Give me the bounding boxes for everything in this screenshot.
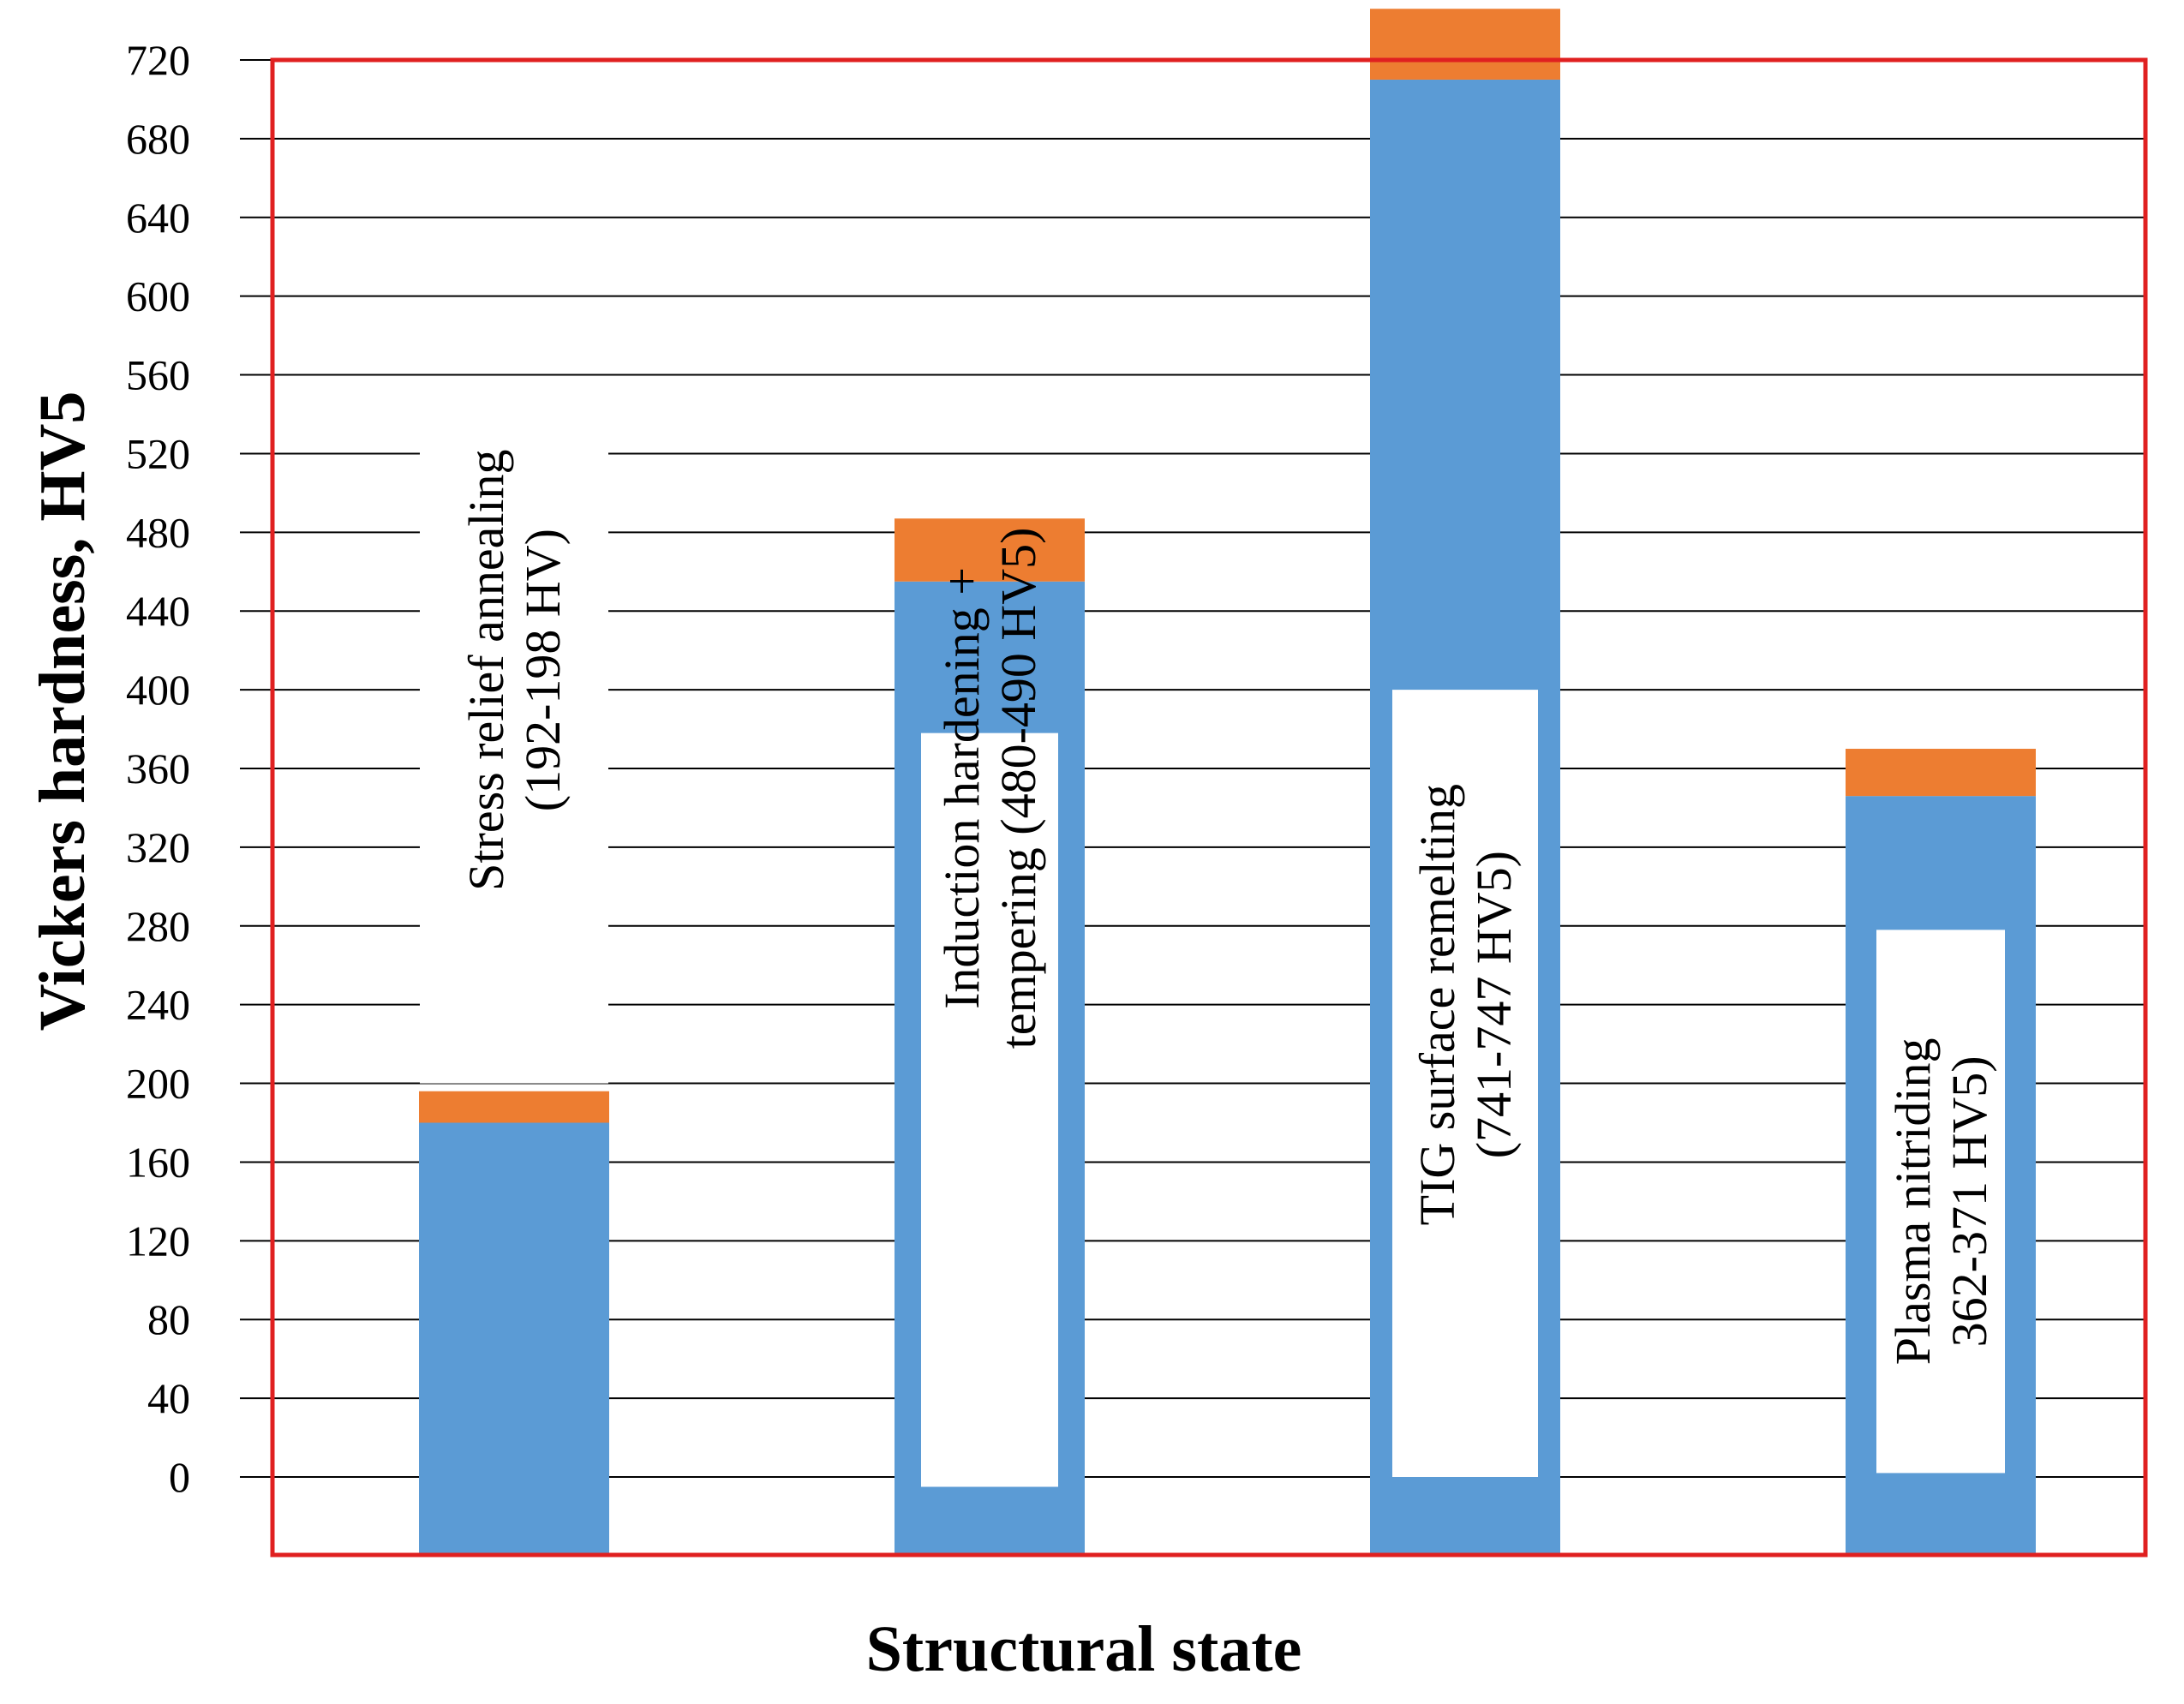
x-axis-title: Structural state: [866, 1613, 1302, 1685]
bar-category-label: Stress relief annealing(192-198 HV): [458, 449, 571, 890]
y-tick-label: 40: [147, 1374, 190, 1422]
y-axis-title: Vickers hardness, HV5: [27, 392, 99, 1031]
bar-label-boxes: [420, 433, 2005, 1487]
y-tick-label: 560: [126, 351, 190, 399]
bar-category-label: Induction hardening +tempering (480-490 …: [934, 528, 1046, 1049]
y-tick-labels: 0 40 80 120 160 200 240 280 320 360 400 440 480 520 56…: [126, 36, 190, 1501]
bar-segment-top: [1370, 9, 1560, 80]
y-tick-label: 440: [126, 587, 190, 635]
y-tick-label: 0: [169, 1453, 190, 1501]
y-tick-label: 600: [126, 272, 190, 320]
bar-segment-top: [419, 1091, 609, 1123]
y-tick-label: 520: [126, 429, 190, 477]
y-tick-label: 240: [126, 981, 190, 1029]
y-tick-label: 80: [147, 1295, 190, 1343]
y-tick-label: 680: [126, 115, 190, 163]
y-tick-label: 400: [126, 666, 190, 714]
bar-segment-top: [895, 518, 1085, 582]
bar-segment-top: [1846, 749, 2036, 797]
y-tick-label: 280: [126, 902, 190, 950]
y-tick-label: 320: [126, 823, 190, 871]
bar-segment-main: [419, 1122, 609, 1555]
y-tick-label: 120: [126, 1217, 190, 1265]
y-tick-label: 640: [126, 194, 190, 242]
y-tick-label: 720: [126, 36, 190, 84]
bar-label-box: [420, 433, 608, 1084]
bar-label-box: [1876, 930, 2005, 1474]
y-tick-label: 200: [126, 1060, 190, 1108]
bar-label-box: [1392, 690, 1538, 1477]
bar-labels: Stress relief annealing(192-198 HV) Induc…: [458, 449, 1997, 1365]
y-tick-label: 360: [126, 744, 190, 792]
bar-category-label: TIG surface remelting(741-747 HV5): [1409, 784, 1522, 1225]
plot-frame: [270, 57, 2148, 1558]
bar-category-label: Plasma nitriding362-371 HV5): [1885, 1037, 1997, 1365]
bar-label-box: [921, 732, 1058, 1487]
y-tick-label: 480: [126, 508, 190, 556]
y-tick-label: 160: [126, 1138, 190, 1186]
bars: [419, 9, 2036, 1556]
